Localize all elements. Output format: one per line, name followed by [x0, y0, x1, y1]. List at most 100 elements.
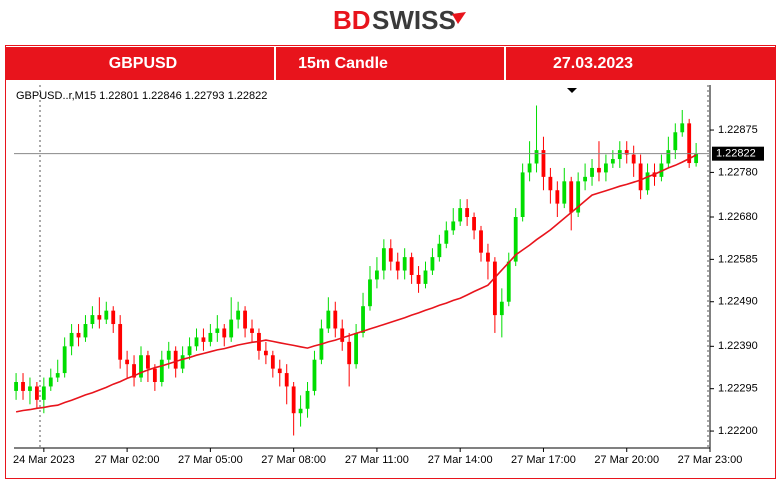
moving-average — [15, 154, 697, 413]
candle-body — [194, 337, 199, 347]
candle-body — [118, 324, 123, 360]
logo-bd: BD — [333, 5, 371, 35]
candle-body — [312, 359, 317, 391]
candle-body — [236, 310, 241, 320]
candle-body — [201, 337, 206, 342]
logo-swiss: SWISS — [372, 5, 456, 35]
candle-body — [409, 257, 414, 275]
header-symbol: GBPUSD — [109, 55, 177, 72]
candle-body — [527, 163, 532, 173]
candle-body — [159, 359, 164, 382]
header-timeframe: 15m Candle — [298, 55, 388, 72]
candle-body — [506, 261, 511, 302]
candle-body — [139, 355, 143, 378]
candle-body — [34, 386, 39, 400]
candle-body — [354, 332, 359, 365]
candle-body — [41, 386, 46, 400]
candle-body — [583, 176, 588, 182]
candle-body — [69, 332, 74, 347]
candle-body — [416, 274, 421, 284]
x-tick-label: 27 Mar 23:00 — [678, 454, 743, 466]
candle-body — [305, 390, 310, 409]
frame — [5, 45, 776, 479]
y-tick-label: 1.22295 — [718, 383, 758, 395]
y-tick-label: 1.22390 — [718, 340, 758, 352]
candle-body — [187, 346, 192, 356]
candle-body — [666, 150, 671, 164]
candle-body — [562, 181, 567, 204]
candle-body — [347, 341, 352, 365]
candle-body — [333, 310, 338, 329]
candle-body — [687, 123, 692, 164]
x-tick-label: 27 Mar 08:00 — [261, 454, 326, 466]
candle-body — [62, 346, 67, 374]
candle-body — [55, 373, 60, 378]
candle-body — [291, 386, 296, 414]
last-price-box — [712, 146, 764, 161]
candle-body — [451, 221, 456, 231]
x-tick-label: 27 Mar 17:00 — [511, 454, 576, 466]
candle-body — [604, 163, 608, 173]
candle-body — [479, 230, 483, 253]
y-tick-label: 1.22200 — [718, 425, 758, 437]
candle-body — [166, 350, 171, 360]
y-tick-label: 1.22490 — [718, 296, 758, 308]
candle-body — [14, 382, 18, 391]
candle-body — [631, 154, 636, 164]
candle-body — [381, 248, 386, 271]
candle-body — [610, 159, 615, 164]
candle-body — [659, 163, 664, 177]
candle-body — [229, 319, 234, 338]
candle-body — [645, 172, 650, 191]
candle-body — [395, 261, 400, 271]
x-tick-label: 27 Mar 11:00 — [345, 454, 409, 466]
candle-body — [388, 248, 393, 262]
candle-body — [361, 306, 365, 333]
candle-body — [534, 150, 539, 164]
candle-body — [97, 315, 102, 320]
candle-body — [180, 355, 185, 369]
candle-body — [569, 181, 574, 213]
candle-body — [368, 279, 372, 307]
candle-body — [472, 217, 476, 231]
candle-body — [541, 150, 546, 177]
header-date: 27.03.2023 — [553, 55, 633, 72]
candle-body — [132, 364, 136, 378]
x-tick-label: 24 Mar 2023 — [13, 454, 75, 466]
candle-body — [152, 368, 157, 382]
y-tick-label: 1.22680 — [718, 211, 758, 223]
candle-body — [486, 252, 490, 262]
candle-body — [125, 359, 130, 365]
candle-body — [680, 123, 685, 133]
candle-body — [173, 350, 178, 369]
candle-body — [28, 386, 32, 391]
candle-body — [617, 150, 622, 160]
candle-body — [555, 190, 560, 204]
candle-body — [444, 230, 449, 244]
symbol-info: GBPUSD..r,M15 1.22801 1.22846 1.22793 1.… — [16, 90, 267, 102]
candle-body — [83, 324, 88, 338]
candle-body — [430, 257, 435, 271]
x-tick-label: 27 Mar 02:00 — [95, 454, 160, 466]
candle-body — [21, 382, 25, 391]
candle-body — [548, 176, 553, 191]
y-tick-label: 1.22780 — [718, 166, 758, 178]
candle-body — [298, 408, 303, 414]
candle-body — [284, 373, 289, 387]
candle-body — [90, 315, 95, 325]
candle-body — [76, 332, 81, 338]
candle-body — [597, 167, 601, 173]
candle-body — [340, 328, 345, 342]
header-bar — [5, 47, 776, 80]
candle-body — [402, 257, 407, 271]
last-price-label: 1.22822 — [716, 148, 756, 160]
x-tick-label: 27 Mar 14:00 — [428, 454, 493, 466]
candle-body — [146, 355, 150, 369]
candle-body — [104, 310, 109, 320]
candle-body — [243, 310, 247, 329]
candle-body — [694, 153, 699, 164]
candle-body — [263, 350, 268, 356]
candle-body — [326, 310, 331, 329]
candle-body — [465, 208, 470, 217]
